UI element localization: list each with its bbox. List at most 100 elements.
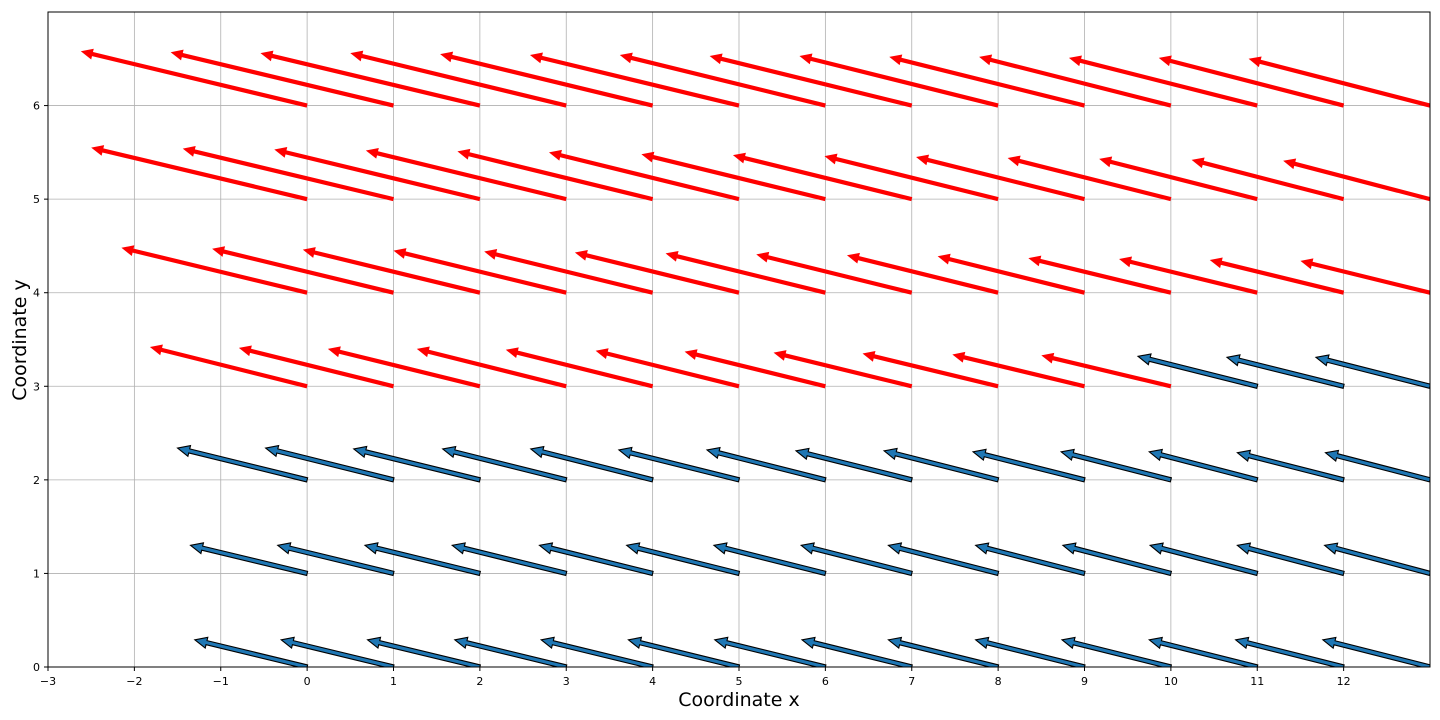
x-tick-label: 11	[1250, 675, 1264, 688]
red-vector-arrow	[709, 53, 913, 108]
blue-vector-arrow	[1060, 636, 1173, 667]
x-tick-label: 2	[476, 675, 483, 688]
red-vector-arrow	[260, 50, 481, 108]
red-vector-arrow	[641, 151, 826, 202]
x-tick-label: −3	[40, 675, 56, 688]
blue-vector-arrow	[712, 542, 827, 577]
red-vector-arrow	[1119, 256, 1258, 295]
blue-vector-arrow	[971, 448, 1086, 483]
red-vector-arrow	[732, 152, 913, 202]
red-vector-arrow	[274, 147, 481, 202]
blue-vector-arrow	[1321, 636, 1430, 667]
red-vector-arrow	[756, 251, 913, 295]
x-tick-label: 5	[736, 675, 743, 688]
x-tick-label: 6	[822, 675, 829, 688]
blue-vector-arrow	[1148, 448, 1259, 483]
blue-vector-arrow	[276, 542, 395, 577]
blue-vector-arrow	[1061, 542, 1173, 577]
blue-vector-arrow	[176, 444, 309, 483]
red-vector-arrow	[302, 247, 481, 295]
red-vector-arrow	[505, 347, 654, 389]
red-vector-arrow	[80, 48, 308, 108]
blue-vector-arrow	[279, 636, 395, 667]
blue-vector-arrow	[1147, 636, 1259, 667]
blue-vector-arrow	[794, 447, 913, 483]
x-tick-label: 9	[1081, 675, 1088, 688]
blue-vector-arrow	[974, 542, 1086, 577]
red-vector-arrow	[684, 349, 826, 389]
x-tick-label: 3	[563, 675, 570, 688]
blue-vector-arrow	[887, 636, 1000, 667]
red-vector-arrow	[416, 346, 567, 389]
blue-vector-arrow	[529, 445, 654, 483]
x-tick-label: 1	[390, 675, 397, 688]
x-tick-label: −1	[213, 675, 229, 688]
blue-vector-arrow	[974, 636, 1086, 667]
y-tick-label: 4	[33, 287, 40, 300]
y-tick-label: 2	[33, 474, 40, 487]
blue-vector-arrow	[1148, 542, 1259, 577]
red-vector-arrow	[121, 245, 308, 295]
blue-vector-arrow	[193, 636, 309, 667]
blue-vector-arrow	[538, 542, 654, 577]
blue-vector-arrow	[441, 445, 568, 483]
blue-vector-arrow	[1324, 449, 1430, 483]
y-axis-label: Coordinate y	[9, 279, 31, 400]
red-vector-arrow	[889, 54, 1086, 108]
red-vector-arrow	[799, 53, 999, 108]
blue-vector-arrow	[625, 542, 741, 577]
red-vector-arrow	[1041, 352, 1172, 389]
red-vector-arrow	[212, 246, 394, 295]
red-vector-arrow	[440, 51, 654, 108]
blue-vector-arrow	[713, 636, 827, 667]
red-vector-arrow	[1248, 56, 1430, 108]
red-vector-arrow	[824, 153, 999, 202]
blue-vector-arrow	[1234, 636, 1345, 667]
blue-vector-arrow	[617, 446, 741, 483]
y-tick-label: 1	[33, 567, 40, 580]
red-vector-arrow	[1068, 55, 1258, 108]
blue-vector-arrow	[705, 446, 827, 483]
red-vector-arrow	[846, 252, 999, 295]
blue-vector-arrow	[1323, 542, 1430, 577]
red-vector-arrow	[327, 346, 481, 389]
y-tick-label: 6	[33, 100, 40, 113]
red-vector-arrow	[1191, 157, 1345, 202]
red-vector-arrow	[937, 253, 1086, 295]
y-tick-label: 3	[33, 380, 40, 393]
red-vector-arrow	[1158, 55, 1345, 108]
arrow-field	[80, 48, 1430, 667]
blue-vector-arrow	[264, 444, 395, 483]
x-tick-label: 4	[649, 675, 656, 688]
red-vector-arrow	[1099, 156, 1258, 202]
blue-vector-arrow	[627, 636, 741, 667]
x-tick-label: 10	[1164, 675, 1178, 688]
red-vector-arrow	[979, 54, 1172, 108]
blue-vector-arrow	[453, 636, 568, 667]
x-axis-label: Coordinate x	[678, 689, 799, 711]
red-vector-arrow	[862, 351, 999, 389]
blue-vector-arrow	[800, 636, 913, 667]
x-tick-label: 12	[1337, 675, 1351, 688]
blue-vector-arrow	[352, 445, 482, 483]
red-vector-arrow	[1209, 257, 1345, 295]
grid	[47, 12, 1430, 668]
blue-vector-arrow	[189, 542, 309, 577]
blue-vector-arrow	[887, 542, 1000, 577]
x-tick-label: 7	[908, 675, 915, 688]
red-vector-arrow	[952, 351, 1085, 389]
red-vector-arrow	[1007, 155, 1172, 202]
blue-vector-arrow	[539, 636, 654, 667]
red-vector-arrow	[1283, 158, 1430, 202]
red-vector-arrow	[182, 146, 394, 202]
red-vector-arrow	[773, 350, 913, 389]
blue-vector-arrow	[882, 447, 1000, 483]
red-vector-arrow	[170, 49, 394, 108]
blue-vector-arrow	[363, 542, 482, 577]
x-tick-label: 8	[995, 675, 1002, 688]
blue-vector-arrow	[1236, 542, 1345, 577]
red-vector-arrow	[1028, 255, 1172, 295]
red-vector-arrow	[619, 52, 826, 108]
red-vector-arrow	[916, 154, 1086, 202]
